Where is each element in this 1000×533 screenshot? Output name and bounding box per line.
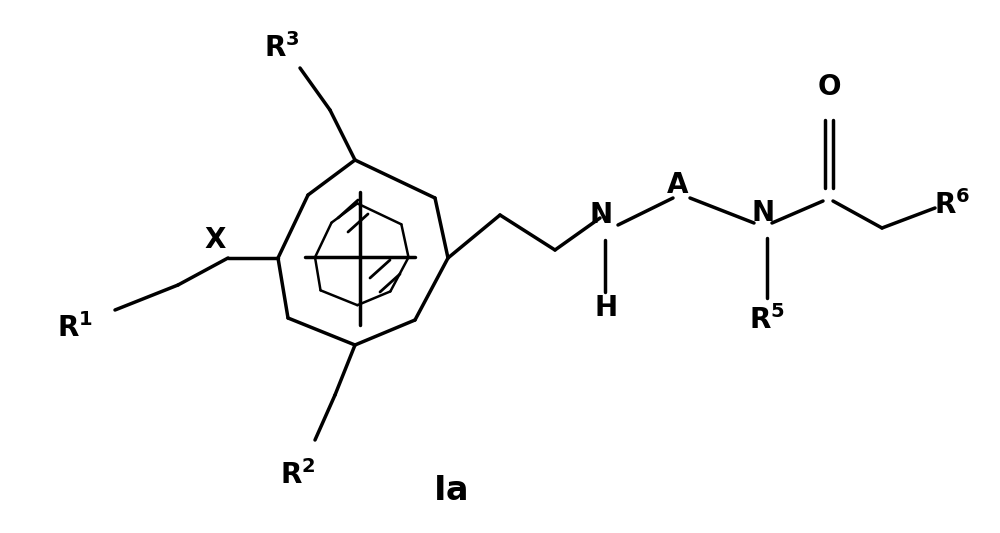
Text: $\mathbf{R}^{\mathbf{1}}$: $\mathbf{R}^{\mathbf{1}}$ [57,313,93,343]
Text: $\mathbf{Ia}$: $\mathbf{Ia}$ [433,473,467,506]
Text: $\mathbf{H}$: $\mathbf{H}$ [594,294,616,322]
Text: $\mathbf{O}$: $\mathbf{O}$ [817,73,841,101]
Text: $\mathbf{R}^{\mathbf{6}}$: $\mathbf{R}^{\mathbf{6}}$ [934,190,970,220]
Text: $\mathbf{N}$: $\mathbf{N}$ [751,199,773,227]
Text: $\mathbf{N}$: $\mathbf{N}$ [589,201,611,229]
Text: $\mathbf{A}$: $\mathbf{A}$ [666,171,690,199]
Text: $\mathbf{R}^{\mathbf{3}}$: $\mathbf{R}^{\mathbf{3}}$ [264,33,300,63]
Text: $\mathbf{X}$: $\mathbf{X}$ [204,226,226,254]
Text: $\mathbf{R}^{\mathbf{2}}$: $\mathbf{R}^{\mathbf{2}}$ [280,460,316,490]
Text: $\mathbf{R}^{\mathbf{5}}$: $\mathbf{R}^{\mathbf{5}}$ [749,305,785,335]
